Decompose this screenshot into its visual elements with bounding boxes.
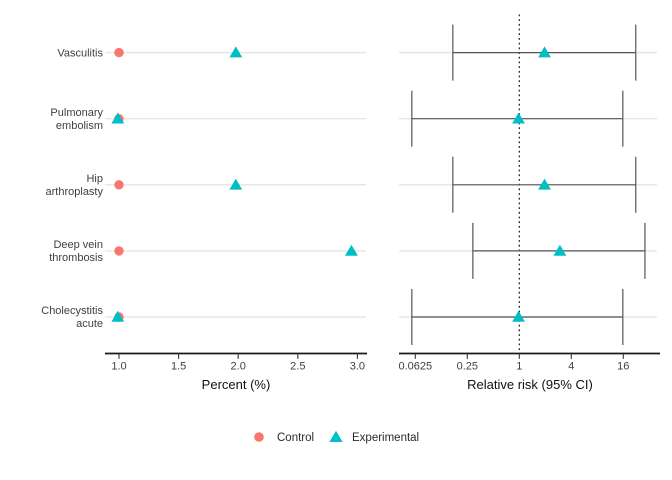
x-tick-label-1-1: 0.25 [457,361,478,373]
category-label-0: Vasculitis [57,48,103,60]
point-experimental-4 [111,310,125,322]
legend-experimental-label: Experimental [352,432,419,444]
category-label-3: Deep vein thrombosis [49,239,103,264]
point-rr-2 [538,178,551,190]
point-control-0 [114,47,124,58]
x-tick-label-0-1: 1.5 [171,361,186,373]
category-label-1: Pulmonary embolism [50,107,103,132]
point-control-2 [114,180,124,190]
point-control-3 [114,246,124,256]
x-tick-label-0-4: 3.0 [350,361,365,373]
point-experimental-1 [111,112,125,124]
category-label-4: Cholecystitis acute [41,305,103,330]
x-tick-label-1-3: 4 [568,361,574,373]
x-tick-label-1-0: 0.0625 [398,361,432,373]
x-axis-title-percent: Percent (%) [202,377,271,392]
x-tick-label-1-2: 1 [516,361,522,373]
point-experimental-0 [229,46,243,58]
legend-experimental-marker-icon [329,430,343,442]
plot-area: Vasculitis Pulmonary embolism Hip arthroplas… [41,14,660,373]
point-rr-1 [512,112,525,124]
point-experimental-2 [229,178,243,190]
legend: Control Experimental [254,430,419,444]
point-rr-0 [538,46,551,58]
x-tick-label-0-2: 2.0 [231,361,246,373]
category-label-2: Hip arthroplasty [46,173,104,198]
point-rr-4 [512,310,525,322]
x-tick-label-0-3: 2.5 [290,361,305,373]
x-axis-title-relative-risk: Relative risk (95% CI) [467,377,593,392]
x-tick-label-0-0: 1.0 [111,361,126,373]
point-experimental-3 [345,244,358,256]
legend-control-label: Control [277,432,314,444]
point-rr-3 [553,244,567,256]
x-tick-label-1-4: 16 [617,361,629,373]
legend-control-marker-icon [254,432,264,442]
